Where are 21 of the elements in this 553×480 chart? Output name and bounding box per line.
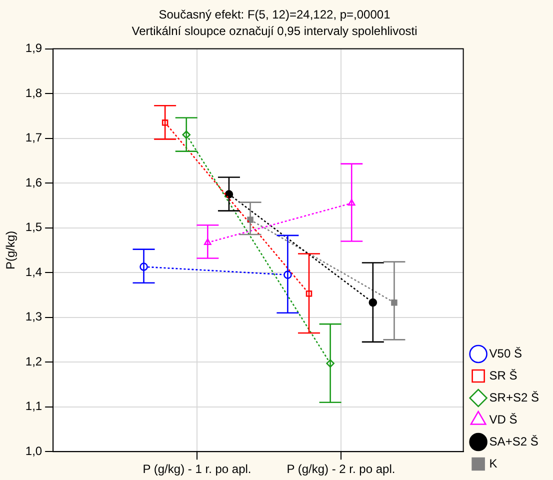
- y-tick-label: 1,6: [25, 175, 42, 190]
- legend-label: SR Š: [489, 368, 518, 382]
- y-tick-label: 1,4: [25, 264, 42, 279]
- x-tick-label: P (g/kg) - 1 r. po apl.: [142, 462, 252, 476]
- y-axis-title: P(g/kg): [4, 230, 18, 270]
- chart-title: Současný efekt: F(5, 12)=24,122, p=,00001: [158, 8, 391, 22]
- y-tick-label: 1,7: [25, 130, 42, 145]
- legend-label: SR+S2 Š: [489, 390, 540, 404]
- y-tick-label: 1,2: [25, 354, 42, 368]
- y-tick-label: 1,8: [25, 86, 42, 100]
- legend-label: K: [489, 456, 498, 470]
- y-tick-label: 1,9: [25, 41, 42, 56]
- y-tick-label: 1,5: [25, 220, 42, 234]
- y-tick-label: 1,0: [25, 444, 42, 458]
- legend-label: VD Š: [489, 412, 518, 426]
- chart-subtitle: Vertikální sloupce označují 0,95 intervaly spolehlivosti: [132, 24, 418, 38]
- legend-label: V50 Š: [489, 346, 522, 360]
- y-tick-label: 1,1: [25, 399, 42, 414]
- y-tick-label: 1,3: [25, 310, 42, 324]
- x-tick-label: P (g/kg) - 2 r. po apl.: [286, 462, 396, 476]
- legend-label: SA+S2 Š: [489, 434, 538, 448]
